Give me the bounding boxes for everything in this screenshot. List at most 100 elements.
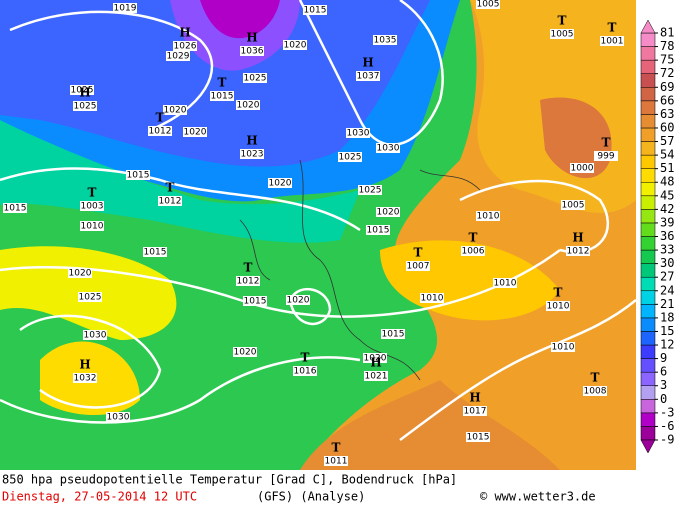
colorbar-tick-label: 0 <box>660 392 667 406</box>
pressure-center-symbol: T <box>602 136 611 150</box>
pressure-center-value: 999 <box>597 152 614 162</box>
colorbar-tick-label: 18 <box>660 310 674 324</box>
isobar-label: 1030 <box>347 129 370 139</box>
isobar-label: 1015 <box>467 433 490 443</box>
label-bg <box>338 152 362 162</box>
colorbar-tick-label: 69 <box>660 80 674 94</box>
label-bg <box>183 127 207 137</box>
colorbar-tick-label: 39 <box>660 215 674 229</box>
pressure-center-value: 1012 <box>567 247 590 257</box>
label-bg <box>148 126 172 136</box>
colorbar-tick-label: -9 <box>660 433 674 447</box>
pressure-center-symbol: T <box>554 286 563 300</box>
colorbar-tick-label: 3 <box>660 378 667 392</box>
label-bg <box>566 246 590 256</box>
label-bg <box>106 412 130 422</box>
label-bg <box>233 347 257 357</box>
pressure-center-symbol: T <box>558 14 567 28</box>
colorbar-segment <box>640 168 656 183</box>
colorbar-segment <box>640 46 656 61</box>
label-bg <box>240 46 264 56</box>
label-bg <box>570 163 594 173</box>
pressure-center-symbol: T <box>156 111 165 125</box>
isobar-label: 1005 <box>477 0 500 10</box>
colorbar-tick-label: 30 <box>660 256 674 270</box>
pressure-center-symbol: T <box>166 181 175 195</box>
colorbar: -9-6-30369121518212427303336394245485154… <box>640 19 674 454</box>
label-bg <box>80 221 104 231</box>
pressure-center-symbol: T <box>301 351 310 365</box>
label-bg <box>68 268 92 278</box>
label-bg <box>420 293 444 303</box>
pressure-center-symbol: H <box>469 391 480 405</box>
isobar-label: 1020 <box>184 128 207 138</box>
colorbar-tick-label: -6 <box>660 419 674 433</box>
label-bg <box>493 278 517 288</box>
colorbar-tick-label: 54 <box>660 148 674 162</box>
label-bg <box>346 128 370 138</box>
colorbar-tick-label: 33 <box>660 243 674 257</box>
colorbar-segment <box>640 276 656 292</box>
colorbar-tick-label: 15 <box>660 324 674 338</box>
label-bg <box>476 211 500 221</box>
colorbar-segment <box>640 399 656 414</box>
pressure-center-value: 1005 <box>551 30 574 40</box>
pressure-center-value: 1011 <box>325 457 348 467</box>
pressure-center-symbol: T <box>414 246 423 260</box>
isobar-label: 1019 <box>114 4 137 14</box>
pressure-center-symbol: T <box>244 261 253 275</box>
pressure-center-value: 1003 <box>81 202 104 212</box>
colorbar-segment <box>640 236 656 251</box>
pressure-center-value: 1012 <box>237 277 260 287</box>
isobar-label: 1025 <box>244 74 267 84</box>
label-bg <box>70 85 94 95</box>
label-bg <box>324 456 348 466</box>
isobar-label: 1030 <box>84 331 107 341</box>
label-bg <box>173 41 197 51</box>
label-bg <box>80 201 104 211</box>
label-bg <box>3 203 27 213</box>
pressure-center-symbol: H <box>572 231 583 245</box>
label-bg <box>546 301 570 311</box>
label-bg <box>166 51 190 61</box>
colorbar-segment <box>640 209 656 224</box>
isobar-label: 1020 <box>284 41 307 51</box>
colorbar-tick-label: 66 <box>660 93 674 107</box>
isobar-label: 1029 <box>167 52 190 62</box>
colorbar-tick-label: -3 <box>660 405 674 419</box>
colorbar-tick-label: 72 <box>660 66 674 80</box>
isobar-label: 1015 <box>382 330 405 340</box>
label-bg <box>561 200 585 210</box>
colorbar-segment <box>640 249 656 264</box>
colorbar-tick-label: 36 <box>660 229 674 243</box>
colorbar-tick-label: 60 <box>660 120 674 134</box>
colorbar-top-arrow <box>640 19 656 34</box>
pressure-center-value: 1015 <box>211 92 234 102</box>
isobar-label: 1020 <box>364 354 387 364</box>
label-bg <box>363 353 387 363</box>
colorbar-tick-label: 27 <box>660 270 674 284</box>
colorbar-segment <box>640 222 656 237</box>
label-bg <box>600 36 624 46</box>
colorbar-segment <box>640 426 656 441</box>
pressure-center-value: 1012 <box>149 127 172 137</box>
footer-source: © www.wetter3.de <box>480 490 596 504</box>
label-bg <box>461 246 485 256</box>
isobar-label: 1035 <box>374 36 397 46</box>
label-bg <box>373 35 397 45</box>
isobar-label: 1010 <box>494 279 517 289</box>
colorbar-segment <box>640 87 656 102</box>
label-bg <box>364 371 388 381</box>
colorbar-tick-label: 6 <box>660 365 667 379</box>
colorbar-tick-label: 42 <box>660 202 674 216</box>
colorbar-tick-label: 12 <box>660 338 674 352</box>
label-bg <box>268 178 292 188</box>
isobar-label: 1020 <box>164 106 187 116</box>
colorbar-bottom-arrow <box>640 439 656 454</box>
pressure-center-value: 1007 <box>407 262 430 272</box>
temperature-field <box>0 0 636 470</box>
pressure-center-symbol: H <box>246 134 257 148</box>
pressure-center-symbol: T <box>332 441 341 455</box>
colorbar-segment <box>640 141 656 156</box>
